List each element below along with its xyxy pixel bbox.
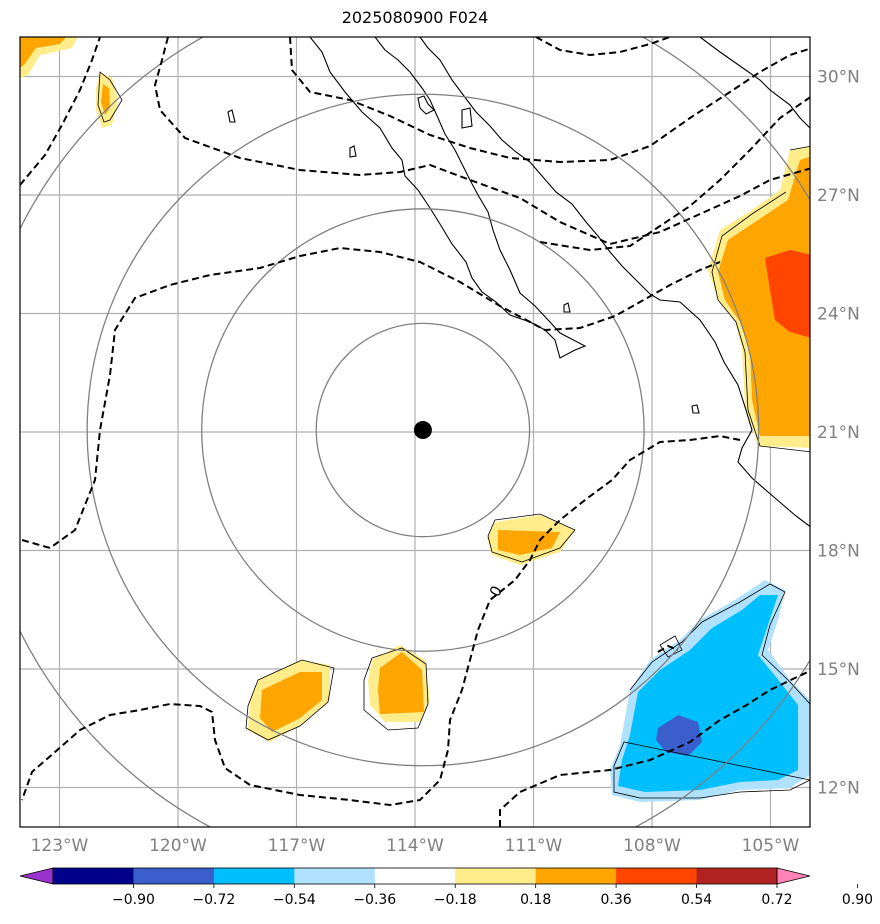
outline-nw-blob [97,71,123,123]
coast-baja [309,37,587,359]
colorbar-label-8: 0.72 [761,892,792,908]
lon-label-0: 123°W [31,836,89,856]
colorbar-swatch-5 [374,868,456,884]
colorbar-label-7: 0.54 [681,892,712,908]
shade-sw2-orange [378,652,424,714]
latitude-labels: 30°N 27°N 24°N 21°N 18°N 15°N 12°N [817,68,860,799]
lon-label-3: 114°W [386,836,444,856]
lat-label-3: 21°N [817,423,860,443]
island-2 [417,95,435,115]
map-title: 2025080900 F024 [341,8,489,27]
lat-label-6: 12°N [817,779,860,799]
shade-nw-blob-inner [101,84,110,115]
contour-big [21,246,721,550]
coastline [227,37,810,528]
shade-sw1-orange [260,672,322,732]
colorbar-swatch-8 [616,868,698,884]
colorbar-swatch-4 [294,868,376,884]
range-ring-4 [20,37,810,827]
range-ring-1 [315,322,531,538]
island-4 [349,145,357,158]
outline-sw2 [363,647,429,731]
longitude-labels: 123°W 120°W 117°W 114°W 111°W 108°W 105°W [31,836,800,856]
colorbar-swatch-9 [696,868,778,884]
contour-north-2 [289,37,810,164]
colorbar-swatch-1 [53,868,134,884]
range-ring-2 [201,208,645,652]
contour-south-center [21,434,741,807]
contour-north-3 [535,37,671,57]
colorbar-label-4: −0.18 [434,892,477,908]
island-5 [691,404,700,414]
island-3 [227,109,236,123]
lat-label-2: 24°N [817,305,860,325]
colorbar-label-5: 0.18 [520,892,551,908]
storm-center-marker [413,421,432,440]
lat-label-1: 27°N [817,186,860,206]
range-rings [20,37,810,827]
island-1 [461,107,473,129]
outline-ne [711,145,810,453]
plot-frame [19,36,811,828]
lon-label-5: 108°W [623,836,681,856]
colorbar-label-9: 0.90 [842,892,873,908]
lat-label-4: 18°N [817,542,860,562]
contour-north-loop [153,37,810,246]
shade-ne-redorange [765,250,810,338]
lon-label-4: 111°W [505,836,563,856]
colorbar-label-3: −0.36 [353,892,396,908]
colorbar-swatch-3 [213,868,295,884]
outline-mid [487,513,576,563]
lat-label-0: 30°N [817,68,860,88]
coast-mainland [419,37,810,528]
contour-se-small [657,644,679,653]
lon-label-2: 117°W [268,836,326,856]
shade-ne-orange [718,156,810,436]
contour-se [499,669,810,827]
colorbar: −0.90 −0.72 −0.54 −0.36 −0.18 0.18 0.36 0.54 0.7… [19,867,873,908]
colorbar-swatch-2 [133,868,215,884]
zero-contours [20,37,810,827]
outline-se-small [659,635,683,658]
lon-label-6: 105°W [742,836,800,856]
colorbar-label-6: 0.36 [601,892,632,908]
shade-nw-orange [20,37,66,68]
contour-label: 0 [486,583,506,600]
colorbar-label-2: −0.54 [273,892,316,908]
colorbar-extend-high [776,867,811,885]
shade-mid-orange [498,530,560,555]
range-ring-3 [86,93,760,767]
coast-east-upper [699,37,810,129]
anomaly-shading [20,37,810,802]
contour-west [20,37,101,186]
colorbar-label-1: −0.72 [192,892,235,908]
lon-label-1: 120°W [149,836,207,856]
colorbar-swatch-7 [535,868,617,884]
lat-label-5: 15°N [817,660,860,680]
colorbar-swatch-6 [455,868,537,884]
island-6 [563,302,571,313]
colorbar-frame [52,867,778,885]
colorbar-label-0: −0.90 [112,892,155,908]
shade-se-royalblue [656,715,702,756]
colorbar-extend-low [19,867,54,885]
outline-sw1 [245,659,335,741]
